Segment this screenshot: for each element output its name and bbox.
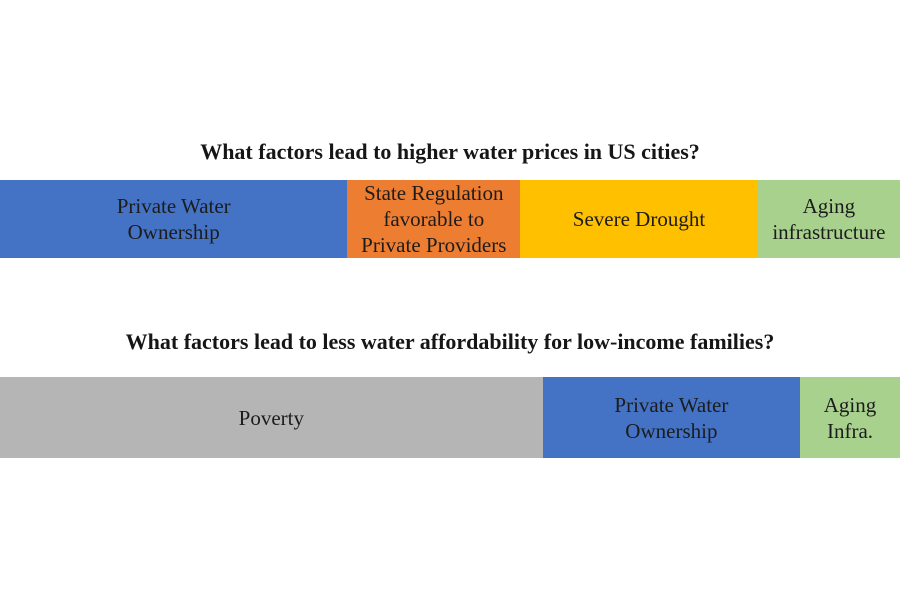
bar-segment-private-water-ownership: Private Water Ownership bbox=[542, 377, 801, 458]
bar-segment-label: Severe Drought bbox=[572, 207, 706, 231]
stacked-bar-water-affordability: Poverty Private Water Ownership Aging Infr… bbox=[0, 377, 900, 458]
bar-segment-aging-infrastructure: Aging infrastructure bbox=[757, 180, 900, 258]
bar-segment-label: Aging Infra. bbox=[823, 392, 877, 443]
bar-segment-state-regulation-favorable-to-private-providers: State Regulation favorable to Private Pr… bbox=[347, 180, 521, 258]
bar-segment-label: State Regulation favorable to Private Pr… bbox=[361, 181, 507, 257]
bar-segment-label: Poverty bbox=[238, 405, 304, 430]
bar-segment-label: Private Water Ownership bbox=[614, 392, 729, 443]
stacked-bar-water-prices: Private Water Ownership State Regulation … bbox=[0, 180, 900, 258]
bar-segment-label: Aging infrastructure bbox=[772, 194, 886, 244]
chart-title-water-prices: What factors lead to higher water prices… bbox=[200, 139, 700, 164]
chart-title-water-affordability: What factors lead to less water affordab… bbox=[125, 329, 775, 354]
bar-segment-aging-infra: Aging Infra. bbox=[800, 377, 900, 458]
bar-segment-private-water-ownership: Private Water Ownership bbox=[0, 180, 348, 258]
bar-segment-label: Private Water Ownership bbox=[116, 194, 231, 244]
bar-segment-poverty: Poverty bbox=[0, 377, 543, 458]
bar-segment-severe-drought: Severe Drought bbox=[520, 180, 758, 258]
